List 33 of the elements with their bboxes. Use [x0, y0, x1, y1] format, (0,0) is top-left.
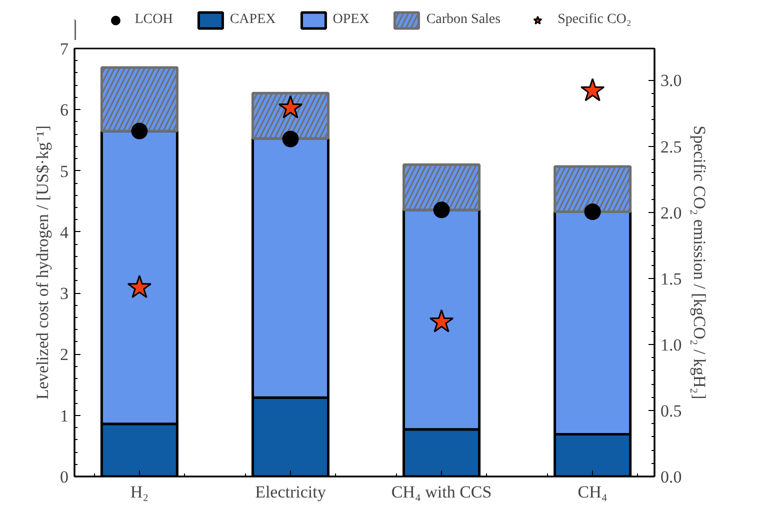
y2-tick-label: 0.0 — [660, 468, 682, 486]
x-tick-label: CH₄ — [578, 482, 608, 502]
y-axis-title: Levelized cost of hydrogen / [US$·kg⁻¹] — [33, 125, 52, 400]
y-tick-label: 6 — [60, 100, 68, 120]
y-tick-label: 2 — [60, 345, 68, 364]
y2-tick-label: 3.0 — [660, 71, 682, 90]
point — [580, 78, 605, 102]
y2-tick-label: 2.0 — [660, 203, 682, 222]
y-tick-label: 7 — [60, 40, 69, 58]
legend-label: LCOH — [134, 12, 173, 28]
point — [282, 130, 299, 148]
point — [127, 274, 152, 298]
y-tick-label: 3 — [60, 284, 68, 304]
legend-label: CAPEX — [230, 12, 276, 28]
point — [429, 309, 454, 332]
legend-label: Specific CO₂ — [558, 12, 632, 28]
x-tick-label: H₂ — [130, 482, 149, 502]
point — [131, 122, 148, 140]
y2-tick-label: 0.5 — [660, 401, 682, 420]
legend-label: Carbon Sales — [426, 12, 501, 28]
legend-label: OPEX — [332, 12, 370, 28]
x-tick-label: CH₄ with CCS — [391, 482, 492, 502]
x-tick-label: Electricity — [255, 482, 326, 502]
y2-tick-label: 2.5 — [660, 137, 682, 156]
y2-tick-label: 1.5 — [660, 269, 682, 288]
y2-axis-title: Specific CO₂ emission / [kgCO₂ / kgH₂] — [690, 126, 709, 400]
y-tick-label: 1 — [60, 406, 68, 426]
point — [433, 202, 450, 218]
y-tick-label: 0 — [60, 468, 68, 486]
y-tick-label: 5 — [60, 162, 68, 181]
point — [584, 204, 601, 220]
y-tick-label: 4 — [60, 222, 69, 242]
y2-tick-label: 1.0 — [660, 335, 682, 354]
